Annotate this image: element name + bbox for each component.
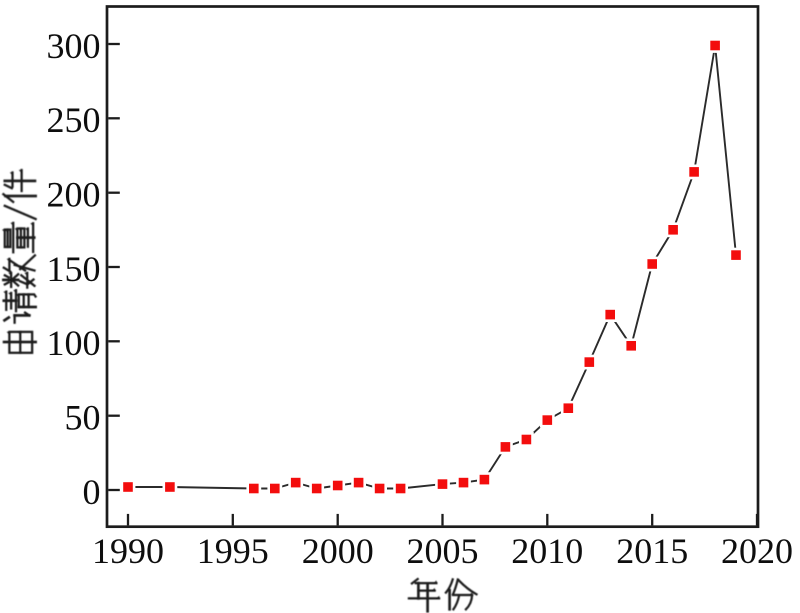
svg-text:150: 150 (47, 249, 101, 289)
svg-text:1995: 1995 (197, 531, 269, 571)
svg-text:1990: 1990 (92, 531, 164, 571)
svg-text:100: 100 (47, 323, 101, 363)
svg-text:250: 250 (47, 100, 101, 140)
svg-text:2005: 2005 (407, 531, 479, 571)
svg-text:0: 0 (83, 472, 101, 512)
svg-text:2015: 2015 (616, 531, 688, 571)
svg-text:2020: 2020 (721, 531, 793, 571)
svg-text:2010: 2010 (511, 531, 583, 571)
svg-text:2000: 2000 (302, 531, 374, 571)
svg-text:300: 300 (47, 26, 101, 66)
svg-text:50: 50 (65, 398, 101, 438)
svg-text:200: 200 (47, 175, 101, 215)
